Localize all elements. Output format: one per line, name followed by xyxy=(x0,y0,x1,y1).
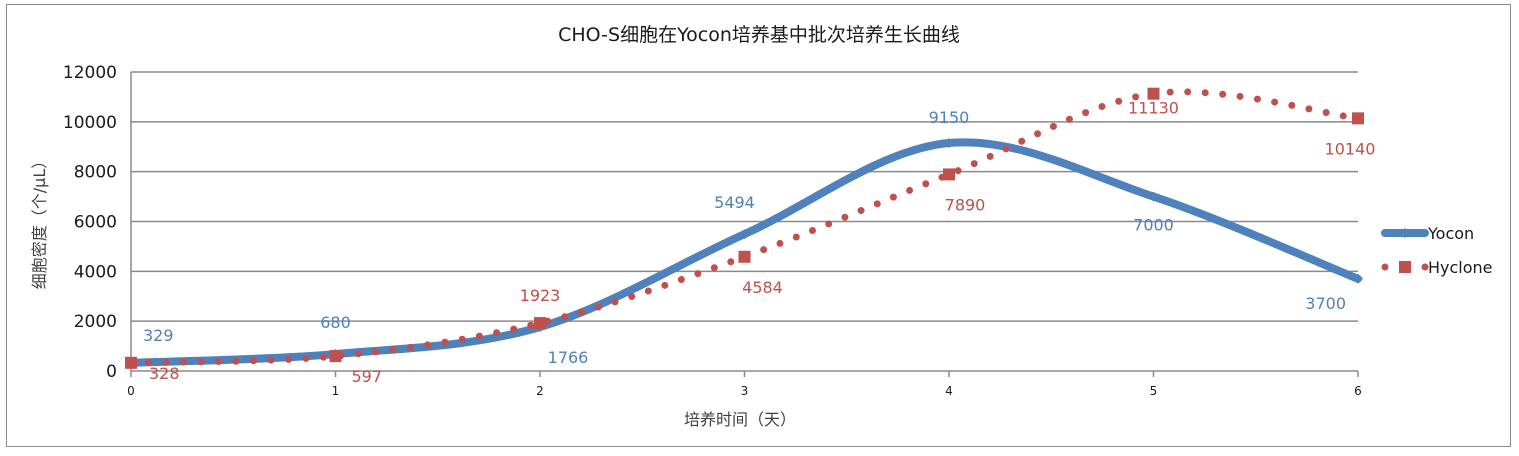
data-label-yocon: 7000 xyxy=(1133,216,1174,235)
legend-label-hyclone: Hyclone xyxy=(1428,258,1493,277)
data-label-hyclone: 11130 xyxy=(1128,99,1179,118)
data-label-yocon: 3700 xyxy=(1305,294,1346,313)
data-label-yocon: 680 xyxy=(320,313,351,332)
marker-yocon xyxy=(1148,191,1159,202)
y-tick-label: 10000 xyxy=(63,113,117,133)
data-label-hyclone: 4584 xyxy=(742,278,783,297)
y-tick-label: 2000 xyxy=(74,312,117,332)
series-line-hyclone xyxy=(127,88,1362,367)
chart-svg: 0 2000 4000 6000 8000 10000 12000 0 1 2 3 4 5 6 329 68… xyxy=(30,24,1493,429)
x-tick-label: 6 xyxy=(1354,384,1362,398)
marker-hyclone xyxy=(1147,87,1160,100)
marker-hyclone xyxy=(738,250,751,263)
x-tick-label: 3 xyxy=(741,384,749,398)
data-label-hyclone: 328 xyxy=(149,364,180,383)
data-labels: 329 680 1766 5494 9150 7000 3700 328 597 1923 4584… xyxy=(143,99,1375,386)
data-label-yocon: 9150 xyxy=(929,108,970,127)
data-label-hyclone: 597 xyxy=(352,367,383,386)
x-tick-label: 5 xyxy=(1150,384,1158,398)
y-tick-label: 0 xyxy=(106,362,117,382)
marker-hyclone xyxy=(125,356,137,369)
x-tick-label: 1 xyxy=(332,384,340,398)
marker-hyclone xyxy=(534,317,546,330)
legend-marker-yocon xyxy=(1400,228,1410,238)
marker-yocon xyxy=(739,229,750,240)
marker-hyclone xyxy=(329,350,342,363)
y-tick-label: 8000 xyxy=(74,163,117,183)
y-tick-label: 12000 xyxy=(63,63,117,83)
legend-marker-hyclone xyxy=(1399,261,1411,273)
data-label-hyclone: 1923 xyxy=(520,286,561,305)
legend-dot-hyclone xyxy=(1421,263,1429,271)
data-label-hyclone: 7890 xyxy=(945,195,986,214)
x-tick-label: 4 xyxy=(945,384,953,398)
x-tick-label: 2 xyxy=(536,384,544,398)
marker-hyclone xyxy=(943,168,955,181)
marker-yocon xyxy=(1353,273,1363,284)
legend-label-yocon: Yocon xyxy=(1427,224,1474,243)
data-label-yocon: 5494 xyxy=(714,193,755,212)
chart-frame: 0 2000 4000 6000 8000 10000 12000 0 1 2 3 4 5 6 329 68… xyxy=(6,4,1511,447)
marker-hyclone xyxy=(1352,112,1364,125)
x-tick-label: 0 xyxy=(127,384,135,398)
y-axis-title: 细胞密度（个/μL） xyxy=(30,153,49,290)
data-label-yocon: 329 xyxy=(143,326,174,345)
data-label-hyclone: 10140 xyxy=(1325,139,1376,158)
chart-title: CHO-S细胞在Yocon培养基中批次培养生长曲线 xyxy=(558,24,960,46)
y-tick-label: 6000 xyxy=(74,213,117,233)
y-tick-label: 4000 xyxy=(74,262,117,282)
legend: Yocon Hyclone xyxy=(1381,224,1493,277)
data-label-yocon: 1766 xyxy=(548,348,589,367)
series-layer xyxy=(125,87,1364,369)
axes: 0 2000 4000 6000 8000 10000 12000 0 1 2 3 4 5 6 xyxy=(63,63,1362,398)
gridlines xyxy=(131,71,1358,322)
x-axis-title: 培养时间（天） xyxy=(684,410,796,429)
marker-yocon xyxy=(944,138,954,149)
